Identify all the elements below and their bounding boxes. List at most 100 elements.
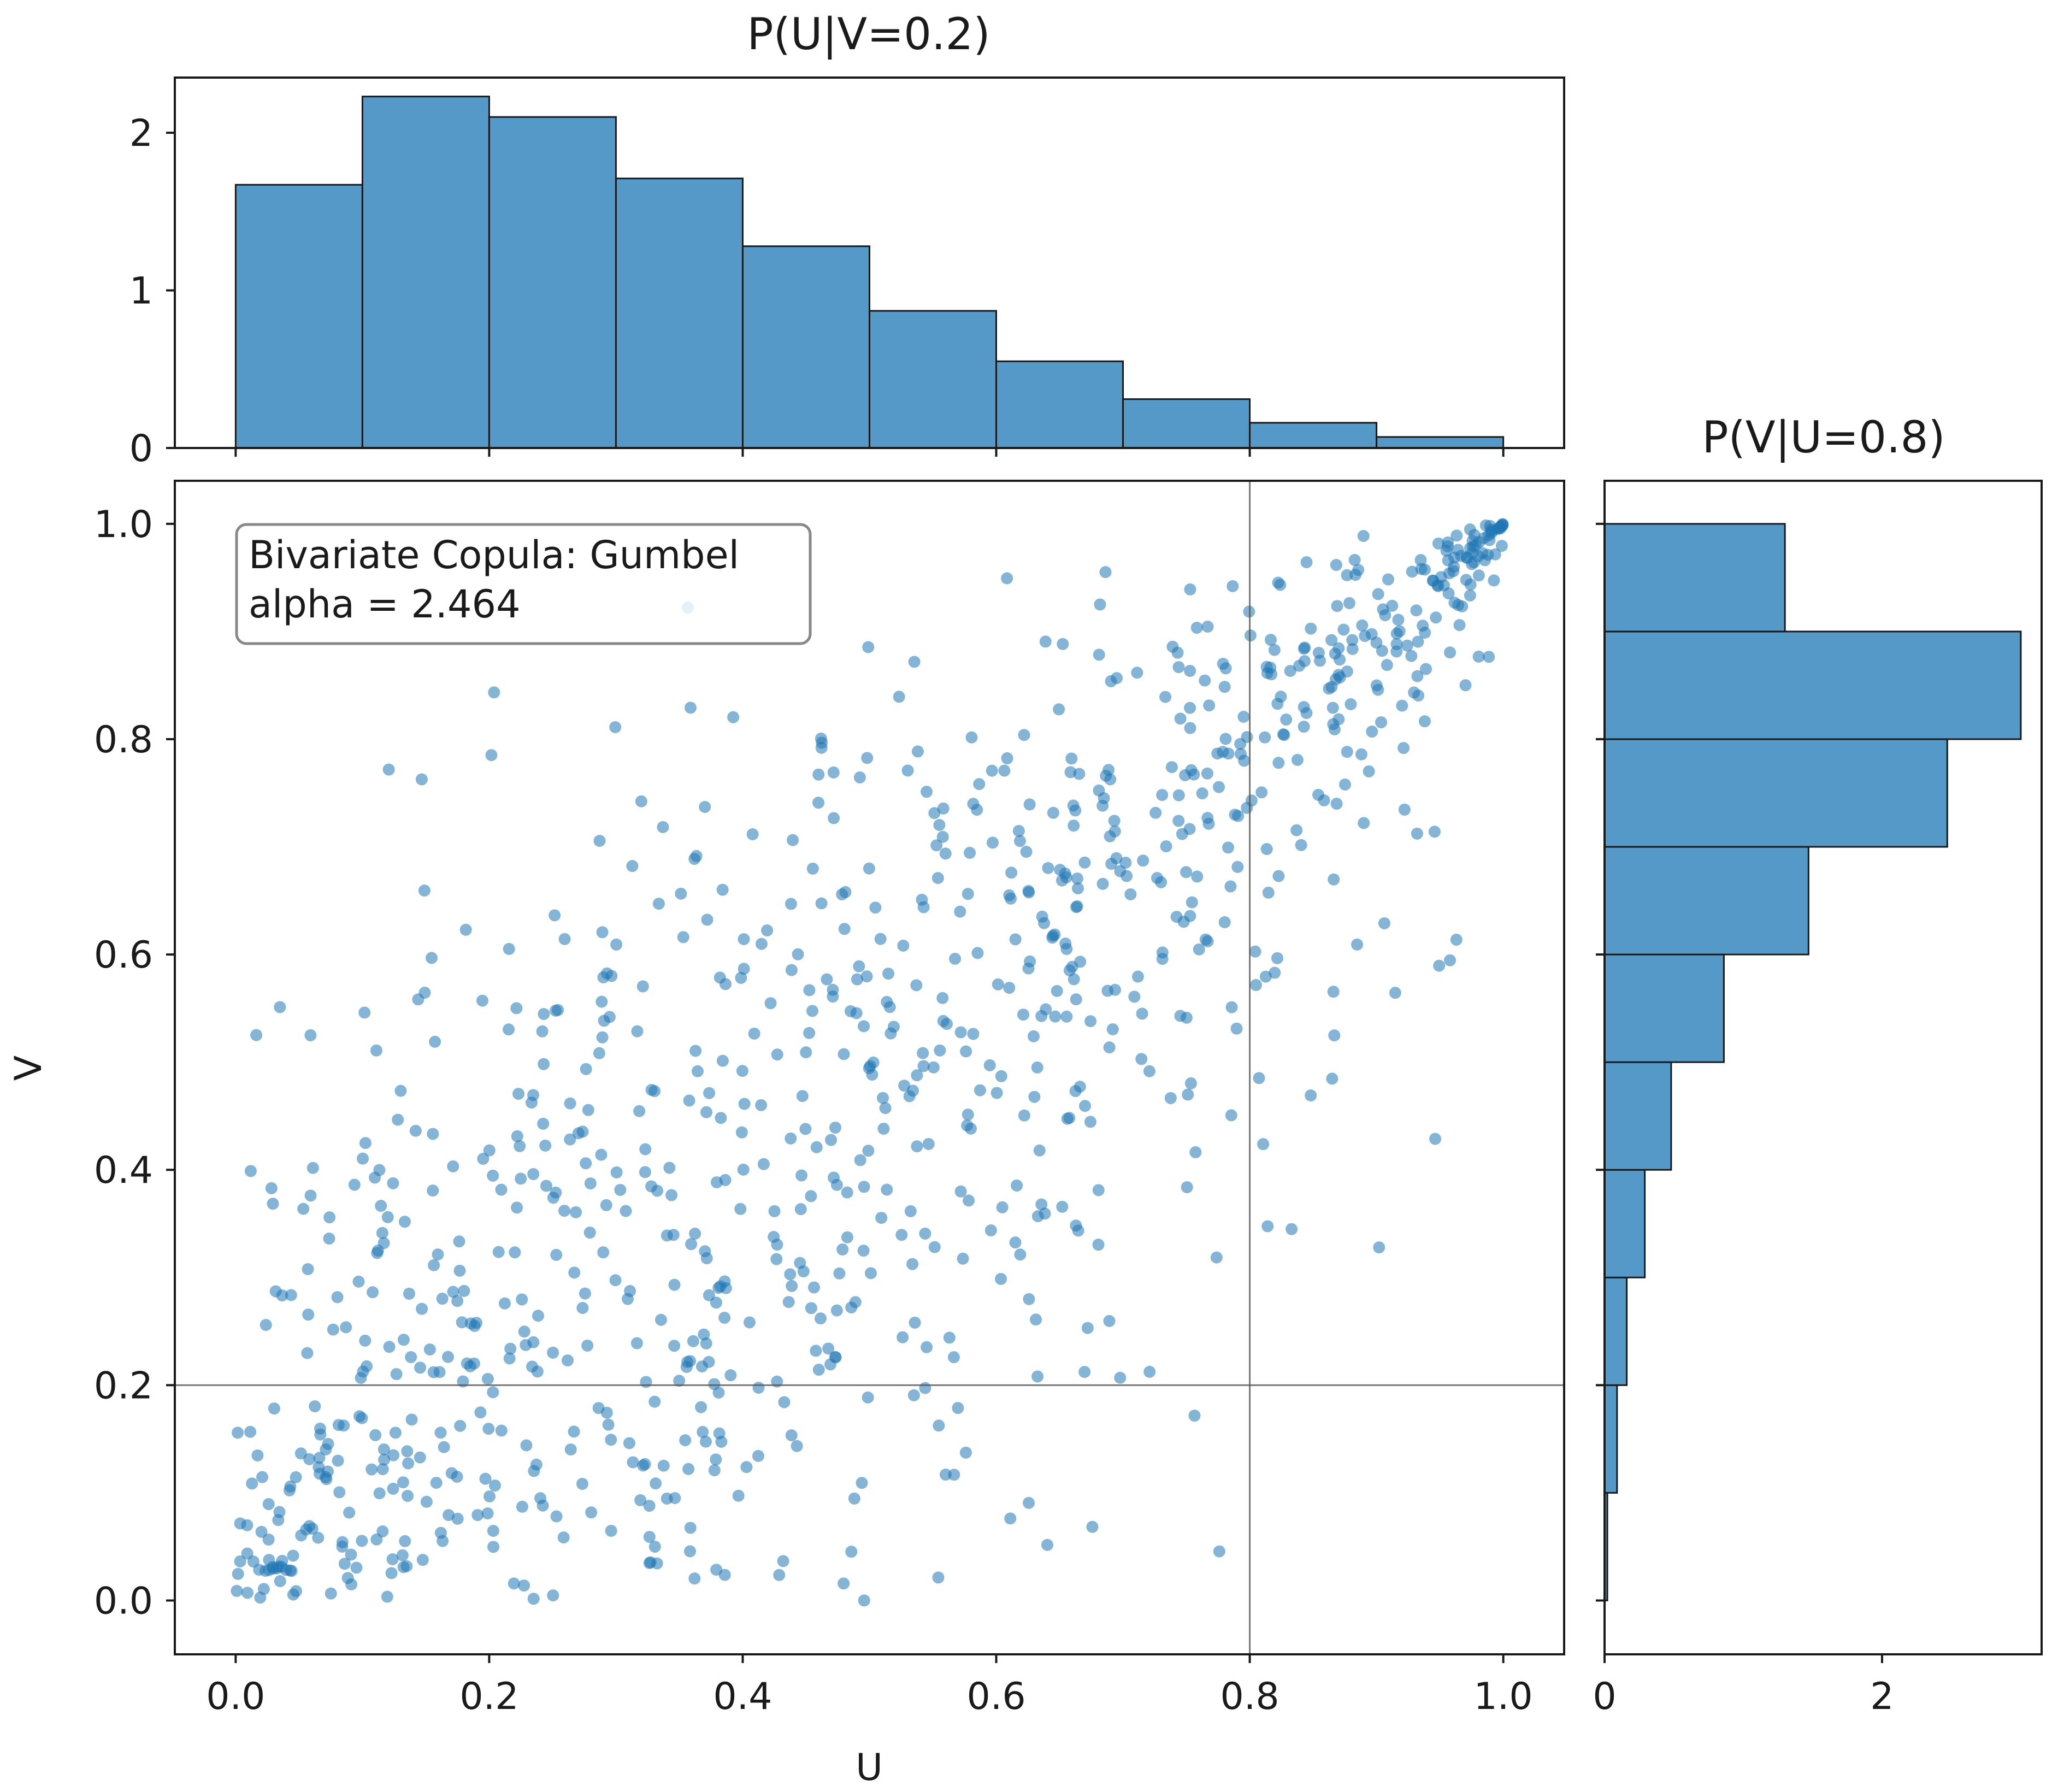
scatter-point (650, 1477, 662, 1490)
scatter-point (561, 1354, 574, 1367)
scatter-point (869, 901, 882, 914)
top-histogram-panel: P(U|V=0.2) 0 1 2 (129, 9, 1565, 470)
scatter-point (1280, 714, 1293, 726)
scatter-point (907, 1389, 920, 1401)
scatter-point (620, 1205, 632, 1217)
scatter-point (824, 1358, 837, 1371)
scatter-point (603, 1011, 616, 1023)
scatter-point (1332, 642, 1345, 655)
scatter-point (1326, 1072, 1338, 1085)
scatter-point (845, 1546, 858, 1558)
scatter-point (1018, 1109, 1030, 1122)
scatter-point (657, 821, 669, 833)
scatter-point (1495, 520, 1508, 533)
scatter-point (1039, 1207, 1051, 1220)
scatter-point (792, 948, 804, 960)
scatter-point (657, 1459, 670, 1472)
scatter-point (990, 1087, 1003, 1099)
scatter-point (416, 1302, 428, 1315)
scatter-point (336, 1540, 349, 1553)
scatter-point (1232, 810, 1245, 822)
scatter-point (420, 1495, 433, 1508)
scatter-point (1318, 794, 1330, 806)
scatter-point (1071, 873, 1083, 885)
scatter-point (557, 1531, 570, 1544)
scatter-point (481, 1373, 494, 1386)
scatter-point (1331, 600, 1343, 612)
scatter-point (582, 1104, 594, 1116)
scatter-point (770, 1253, 783, 1265)
scatter-point (719, 1174, 732, 1186)
scatter-point (409, 1124, 422, 1137)
scatter-point (1013, 835, 1026, 847)
scatter-point (327, 1323, 339, 1336)
y-tick-label: 0.4 (94, 1149, 153, 1192)
scatter-point (1023, 1496, 1035, 1509)
scatter-point (350, 1561, 363, 1574)
scatter-point (371, 1247, 384, 1259)
scatter-point (512, 1088, 525, 1100)
scatter-point (267, 1561, 279, 1573)
scatter-point (265, 1182, 278, 1194)
scatter-point (1464, 589, 1476, 602)
scatter-point (940, 1018, 953, 1030)
scatter-point (246, 1477, 258, 1490)
scatter-point (1072, 1224, 1084, 1237)
scatter-point (1149, 806, 1162, 819)
scatter-point (715, 1112, 727, 1124)
scatter-point (1060, 871, 1072, 883)
scatter-point (675, 887, 687, 900)
scatter-point (630, 1337, 643, 1349)
scatter-point (933, 819, 946, 832)
scatter-point (1086, 1520, 1099, 1533)
scatter-point (605, 1434, 617, 1446)
scatter-point (438, 1441, 450, 1453)
scatter-point (984, 1224, 997, 1236)
scatter-point (1053, 703, 1065, 716)
scatter-point (661, 1229, 673, 1242)
scatter-point (1237, 710, 1250, 723)
scatter-point (1363, 765, 1375, 777)
scatter-point (1381, 659, 1393, 671)
scatter-point (1411, 827, 1423, 840)
scatter-point (1398, 803, 1411, 816)
scatter-point (1172, 789, 1185, 801)
top-histogram-bar (995, 360, 1124, 449)
y-tick-label: 0.2 (94, 1364, 153, 1407)
scatter-point (861, 752, 874, 764)
scatter-point (231, 1584, 243, 1597)
scatter-point (1286, 1223, 1298, 1235)
scatter-point (537, 1117, 550, 1130)
scatter-point (536, 1025, 549, 1038)
scatter-point (1327, 986, 1340, 998)
scatter-point (1377, 603, 1389, 616)
scatter-point (699, 1435, 712, 1448)
scatter-point (1419, 663, 1432, 675)
scatter-point (396, 1549, 409, 1561)
scatter-point (1264, 634, 1277, 646)
scatter-point (1137, 854, 1149, 867)
scatter-point (399, 1535, 411, 1547)
scatter-point (1389, 987, 1401, 999)
scatter-point (365, 1463, 378, 1476)
scatter-point (931, 872, 944, 885)
scatter-point (828, 1171, 840, 1184)
scatter-point (812, 768, 825, 781)
scatter-point (643, 1531, 656, 1543)
scatter-point (782, 1296, 795, 1308)
scatter-point (340, 1321, 352, 1334)
scatter-point (1035, 1198, 1048, 1211)
scatter-point (803, 984, 816, 997)
right-histogram-bar (1603, 1061, 1672, 1171)
scatter-point (934, 1044, 946, 1057)
scatter-point (1225, 1001, 1238, 1013)
scatter-y-ticks: 0.0 0.2 0.4 0.6 0.8 1.0 (94, 503, 175, 1623)
scatter-point (304, 1029, 317, 1041)
scatter-point (303, 1520, 316, 1532)
scatter-point (428, 1259, 440, 1271)
scatter-point (795, 1169, 808, 1182)
scatter-point (1135, 1053, 1148, 1065)
scatter-point (680, 1361, 693, 1374)
scatter-point (1056, 1200, 1069, 1213)
scatter-point (527, 1168, 540, 1181)
